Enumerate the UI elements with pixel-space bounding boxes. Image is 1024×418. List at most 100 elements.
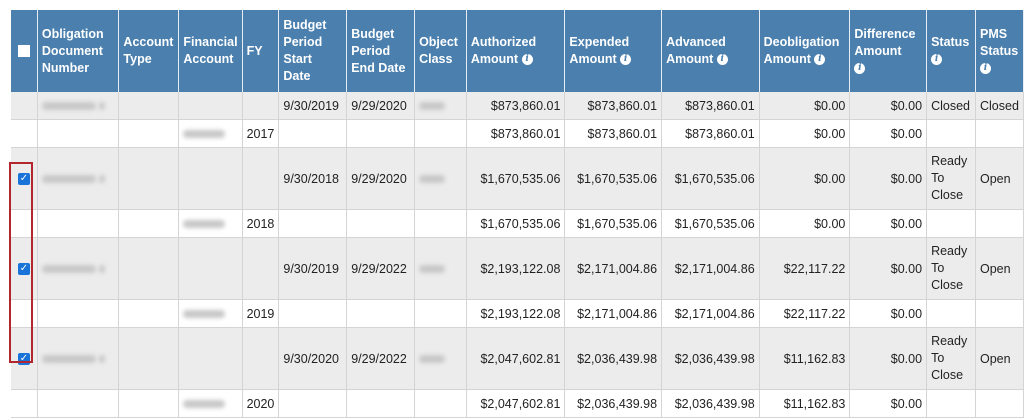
deobligation-amount: $0.00 xyxy=(759,209,851,238)
row-select-cell xyxy=(11,119,38,148)
advanced-amount: $2,171,004.86 xyxy=(661,237,760,300)
financial-account xyxy=(178,92,243,120)
object-class xyxy=(414,327,467,390)
col-account-type[interactable]: Account Type xyxy=(118,10,180,92)
pms-status xyxy=(975,119,1024,148)
select-all-header xyxy=(11,10,38,92)
account-type xyxy=(118,92,180,120)
status: Closed xyxy=(926,92,976,120)
deobligation-amount: $0.00 xyxy=(759,92,851,120)
row-select-cell xyxy=(11,389,38,418)
obligation-document-number xyxy=(37,327,120,390)
row-select-cell: ✓ xyxy=(11,237,38,300)
advanced-amount: $2,171,004.86 xyxy=(661,299,760,328)
col-expended-amount[interactable]: Expended Amount i xyxy=(564,10,663,92)
deobligation-amount: $0.00 xyxy=(759,119,851,148)
col-pms-status[interactable]: PMS Status i xyxy=(975,10,1024,92)
info-icon[interactable]: i xyxy=(521,54,533,66)
obligation-document-number xyxy=(37,92,120,120)
col-deobligation-amount[interactable]: Deobligation Amount i xyxy=(759,10,851,92)
info-icon[interactable]: i xyxy=(854,62,866,74)
table-row[interactable]: ✓ 9/30/2018 9/29/2020 $1,670,535.06 $1,6… xyxy=(11,147,1024,210)
deobligation-amount: $11,162.83 xyxy=(759,327,851,390)
object-class xyxy=(414,299,467,328)
account-type xyxy=(118,389,180,418)
fy: 2017 xyxy=(242,119,280,148)
info-icon[interactable]: i xyxy=(980,62,991,74)
budget-end xyxy=(346,389,416,418)
info-icon[interactable]: i xyxy=(814,54,826,66)
col-difference-amount[interactable]: Difference Amount i xyxy=(849,10,928,92)
authorized-amount: $2,193,122.08 xyxy=(466,299,566,328)
authorized-amount: $2,047,602.81 xyxy=(466,389,566,418)
col-budget-period-start[interactable]: Budget Period Start Date xyxy=(278,10,348,92)
table-row: 2017 $873,860.01 $873,860.01 $873,860.01… xyxy=(11,119,1024,148)
row-checkbox[interactable]: ✓ xyxy=(17,173,30,186)
obligation-document-number xyxy=(37,209,120,238)
col-object-class[interactable]: Object Class xyxy=(414,10,467,92)
fy xyxy=(242,92,280,120)
budget-end: 9/29/2022 xyxy=(346,327,416,390)
budget-end: 9/29/2020 xyxy=(346,147,416,210)
col-financial-account[interactable]: Financial Account xyxy=(178,10,243,92)
expended-amount: $2,036,439.98 xyxy=(564,327,663,390)
account-type xyxy=(118,147,180,210)
obligations-table: Obligation Document Number Account Type … xyxy=(11,10,1024,418)
col-fy[interactable]: FY xyxy=(242,10,280,92)
financial-account xyxy=(178,147,243,210)
pms-status: Closed xyxy=(975,92,1024,120)
difference-amount: $0.00 xyxy=(849,209,928,238)
select-all-checkbox[interactable] xyxy=(17,45,30,58)
budget-start xyxy=(278,209,348,238)
budget-end: 9/29/2020 xyxy=(346,92,416,120)
advanced-amount: $1,670,535.06 xyxy=(661,209,760,238)
account-type xyxy=(118,299,180,328)
account-type xyxy=(118,327,180,390)
fy xyxy=(242,237,280,300)
row-select-cell: ✓ xyxy=(11,147,38,210)
row-checkbox[interactable]: ✓ xyxy=(17,263,30,276)
table-row[interactable]: ✓ 9/30/2020 9/29/2022 $2,047,602.81 $2,0… xyxy=(11,327,1024,390)
difference-amount: $0.00 xyxy=(849,389,928,418)
expended-amount: $1,670,535.06 xyxy=(564,209,663,238)
budget-start: 9/30/2020 xyxy=(278,327,348,390)
info-icon[interactable]: i xyxy=(931,54,943,66)
fy xyxy=(242,147,280,210)
fy xyxy=(242,327,280,390)
info-icon[interactable]: i xyxy=(716,54,728,66)
financial-account xyxy=(178,237,243,300)
obligation-document-number xyxy=(37,389,120,418)
expended-amount: $2,171,004.86 xyxy=(564,299,663,328)
authorized-amount: $873,860.01 xyxy=(466,92,566,120)
pms-status xyxy=(975,299,1024,328)
deobligation-amount: $22,117.22 xyxy=(759,299,851,328)
budget-start xyxy=(278,389,348,418)
expended-amount: $873,860.01 xyxy=(564,119,663,148)
status: Ready To Close xyxy=(926,147,976,210)
financial-account xyxy=(178,119,243,148)
col-budget-period-end[interactable]: Budget Period End Date xyxy=(346,10,416,92)
difference-amount: $0.00 xyxy=(849,119,928,148)
budget-start: 9/30/2019 xyxy=(278,92,348,120)
pms-status xyxy=(975,209,1024,238)
budget-start xyxy=(278,119,348,148)
row-checkbox[interactable]: ✓ xyxy=(17,353,30,366)
table-row[interactable]: ✓ 9/30/2019 9/29/2022 $2,193,122.08 $2,1… xyxy=(11,237,1024,300)
status: Ready To Close xyxy=(926,327,976,390)
obligation-document-number xyxy=(37,237,120,300)
budget-start xyxy=(278,299,348,328)
col-authorized-amount[interactable]: Authorized Amount i xyxy=(466,10,566,92)
budget-end xyxy=(346,209,416,238)
budget-end xyxy=(346,299,416,328)
account-type xyxy=(118,119,180,148)
info-icon[interactable]: i xyxy=(620,54,632,66)
expended-amount: $2,036,439.98 xyxy=(564,389,663,418)
col-advanced-amount[interactable]: Advanced Amount i xyxy=(661,10,760,92)
col-obligation-document-number[interactable]: Obligation Document Number xyxy=(37,10,120,92)
table-row[interactable]: 9/30/2019 9/29/2020 $873,860.01 $873,860… xyxy=(11,92,1024,120)
col-status[interactable]: Status i xyxy=(926,10,976,92)
object-class xyxy=(414,389,467,418)
advanced-amount: $873,860.01 xyxy=(661,119,760,148)
expended-amount: $1,670,535.06 xyxy=(564,147,663,210)
row-select-cell xyxy=(11,209,38,238)
